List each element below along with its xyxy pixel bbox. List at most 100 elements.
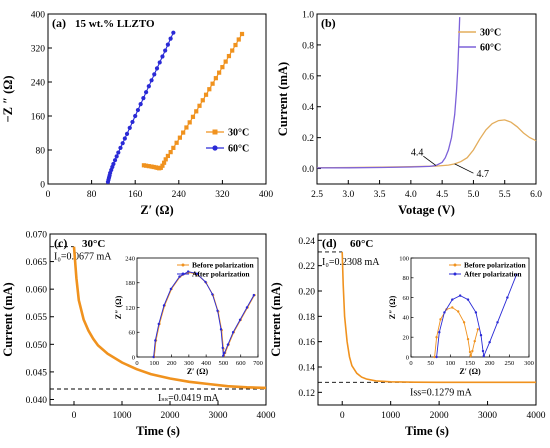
inset-x-title: Z′ (Ω) <box>187 367 209 376</box>
x-tick-label: 0 <box>72 411 77 421</box>
inset-x-tick-label: 100 <box>149 360 159 367</box>
inset-point <box>473 339 476 343</box>
x-tick-label: 4000 <box>257 411 276 421</box>
y-tick-label: 1.0 <box>302 11 314 21</box>
data-point <box>157 60 162 65</box>
data-point <box>111 161 116 167</box>
data-point <box>194 109 199 114</box>
inset-point <box>482 354 485 358</box>
series-0 <box>341 251 536 384</box>
inset-point <box>515 273 518 277</box>
inset-legend-label: After polarization <box>464 270 522 279</box>
x-tick-label: 4000 <box>527 411 546 421</box>
legend-marker <box>212 129 218 135</box>
y-tick-label: 400 <box>31 11 46 21</box>
y-tick-label: 0.14 <box>298 364 315 374</box>
data-point <box>154 66 160 71</box>
y-tick-label: 240 <box>31 79 46 89</box>
data-point <box>120 141 125 146</box>
chart-panel-d: 0 1000 2000 3000 40000.120.140.160.180.200.2… <box>269 233 546 438</box>
panel-label: (d) <box>322 236 337 250</box>
inset-point <box>226 343 230 346</box>
inset-point <box>443 311 446 314</box>
data-point <box>217 70 222 75</box>
data-point <box>149 164 154 169</box>
y-tick-label: 0.060 <box>26 286 48 296</box>
inset-point <box>469 354 472 358</box>
inset-point <box>462 321 466 324</box>
inset-y-title: Z″ (Ω) <box>114 295 123 319</box>
data-point <box>239 31 245 37</box>
y-tick-label: 0.050 <box>26 341 48 351</box>
inset-y-tick-label: 20 <box>403 335 410 342</box>
x-tick-label: 2000 <box>161 411 180 421</box>
x-tick-label: 320 <box>215 190 230 200</box>
inset-point <box>211 293 214 296</box>
inset-point <box>471 349 474 353</box>
inset-x-tick-label: 100 <box>445 360 455 367</box>
series-0 <box>316 119 537 169</box>
data-point <box>168 36 173 41</box>
data-point <box>141 96 146 101</box>
data-point <box>124 131 130 136</box>
y-tick-label: 0.24 <box>298 237 315 247</box>
data-point <box>122 136 127 141</box>
data-point <box>165 153 170 159</box>
inset-point <box>186 270 190 273</box>
y-tick-label: 0.055 <box>26 313 48 323</box>
inset-legend-marker <box>181 263 185 267</box>
inset-y-tick-label: 100 <box>399 255 409 262</box>
inset-point <box>506 296 509 299</box>
plot-frame <box>47 13 267 185</box>
iss-label: Iₛₛ=0.0419 mA <box>158 393 219 404</box>
inset-point <box>451 298 454 301</box>
y-tick-label: 320 <box>31 45 46 55</box>
inset-y-tick-label: 80 <box>403 275 410 282</box>
data-point <box>141 163 147 168</box>
x-tick-label: 3.0 <box>342 190 354 200</box>
inset-point <box>451 306 454 309</box>
data-point <box>133 113 138 119</box>
data-point <box>152 72 157 77</box>
y-tick-label: 0.18 <box>298 313 315 323</box>
data-point <box>135 107 141 113</box>
legend-label: 30°C <box>228 128 249 139</box>
current-trace <box>72 246 267 390</box>
inset-point <box>178 275 181 278</box>
chart-panel-a: 0 80 160 240 320 400 0 80 160 240 320 400 Z′ (Ω) −Z ″… <box>1 11 273 218</box>
legend: 30°C 60°C <box>458 28 501 54</box>
legend: 30°C 60°C <box>206 128 249 155</box>
inset-y-tick-label: 0 <box>406 354 409 361</box>
y-tick-label: 0.045 <box>26 368 48 378</box>
data-point <box>236 37 241 42</box>
x-tick-label: 1000 <box>113 411 132 421</box>
inset-point <box>466 337 470 341</box>
inset-x-tick-label: 150 <box>465 360 475 367</box>
y-tick-label: 0.16 <box>298 338 315 348</box>
data-point <box>213 76 218 81</box>
i0-label: I₀=0.0677 mA <box>54 252 112 263</box>
iss-label: Iss=0.1279 mA <box>410 387 473 398</box>
inset-point <box>435 336 438 339</box>
inset-point <box>162 304 166 307</box>
data-point <box>112 158 118 163</box>
data-point <box>127 125 132 130</box>
inset-x-tick-label: 300 <box>184 360 194 367</box>
data-point <box>174 140 179 145</box>
annotation-label: 4.7 <box>477 169 490 180</box>
inset-y-tick-label: 180 <box>125 280 135 287</box>
inset-y-tick-label: 0 <box>132 354 135 361</box>
y-tick-label: 0 <box>40 181 45 191</box>
y-tick-label: 0.070 <box>26 231 48 241</box>
y-tick-label: 0.20 <box>298 288 315 298</box>
x-tick-label: 240 <box>172 190 187 200</box>
data-point <box>114 154 119 159</box>
x-tick-label: 2.5 <box>311 190 323 200</box>
inset-point <box>222 354 225 357</box>
data-point <box>171 30 176 35</box>
inset-x-tick-label: 400 <box>201 360 211 367</box>
series-line <box>316 119 537 169</box>
y-axis-title: Current (mA) <box>1 282 15 356</box>
